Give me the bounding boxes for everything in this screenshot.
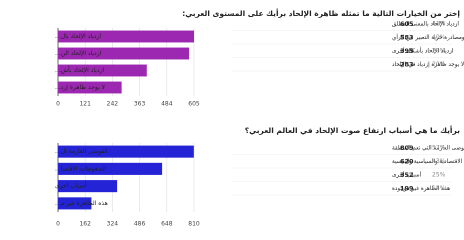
table-label: هذه الظاهرة غير موجودة	[392, 186, 450, 192]
x-tick-label: 648	[161, 221, 173, 228]
y-tick-label: ازدياد الإلحاد الن...	[55, 50, 102, 57]
y-tick-label: ازدياد الإلحاد بأش...	[55, 65, 104, 74]
table-label: ازدياد الإلحاد بالمعنى المطلق	[392, 22, 459, 28]
table-count: 620	[400, 158, 414, 166]
table-label: الفوضى العارمة التي تعم المنطقة	[392, 146, 464, 152]
table-percent: 25%	[432, 172, 446, 179]
x-tick-label: 363	[134, 101, 146, 108]
table-label: ازدياد الإلحاد بأشكال أخرى	[392, 47, 454, 55]
bar	[58, 30, 194, 43]
table-percent: 20%	[432, 61, 446, 68]
table-percent: 41%	[432, 21, 446, 28]
table-percent: 43%	[432, 158, 446, 165]
x-tick-label: 486	[134, 221, 146, 228]
table-count: 395	[400, 47, 414, 55]
table-label: ازدياد الإلحاد الناتج عن الاختلاف الفكري…	[392, 33, 464, 41]
x-tick-label: 810	[188, 221, 200, 228]
table-count: 352	[400, 171, 414, 179]
y-tick-label: ازدياد الإلحاد بال...	[55, 33, 101, 40]
bar	[58, 145, 194, 158]
x-tick-label: 242	[107, 101, 119, 108]
table-count: 605	[400, 20, 414, 28]
x-tick-label: 0	[56, 101, 60, 108]
bar	[58, 81, 122, 94]
chart-title: برأيك ما هي أسباب ارتفاع صوت الإلحاد في …	[245, 125, 460, 135]
x-tick-label: 484	[161, 101, 173, 108]
chart-title: إختر من الخيارات التالية ما تمثله ظاهرة …	[182, 8, 460, 18]
table-percent: 14%	[432, 185, 446, 192]
table-percent: 40%	[432, 34, 446, 41]
bar	[58, 197, 92, 210]
table-label: أسباب أخرى	[392, 171, 422, 179]
y-tick-label: الفوضى العارمة ال...	[55, 148, 108, 155]
bar	[58, 47, 190, 60]
x-tick-label: 162	[79, 221, 91, 228]
bar	[58, 64, 147, 77]
table-count: 199	[400, 185, 414, 193]
table-percent: 28%	[432, 48, 446, 55]
table-label: لا يوجد ظاهرة إزدياد في الإلحاد	[392, 62, 464, 68]
bar	[58, 180, 118, 193]
table-label: الضغوطات الاقتصادية والسياسية والنفسية	[392, 159, 464, 165]
x-tick-label: 0	[56, 221, 60, 228]
y-tick-label: لا يوجد ظاهرة إزد...	[55, 84, 105, 91]
table-percent: 57%	[432, 145, 446, 152]
table-count: 583	[400, 34, 414, 42]
bar	[58, 162, 163, 175]
y-tick-label: أسباب أخرى	[55, 182, 87, 190]
y-tick-label: هذه الظاهرة غير م...	[55, 200, 108, 207]
table-count: 809	[400, 144, 414, 152]
y-tick-label: الضغوطات الاقتصا...	[55, 165, 107, 172]
x-tick-label: 121	[79, 101, 91, 108]
x-tick-label: 605	[188, 101, 200, 108]
table-count: 283	[400, 61, 414, 69]
x-tick-label: 324	[107, 221, 119, 228]
